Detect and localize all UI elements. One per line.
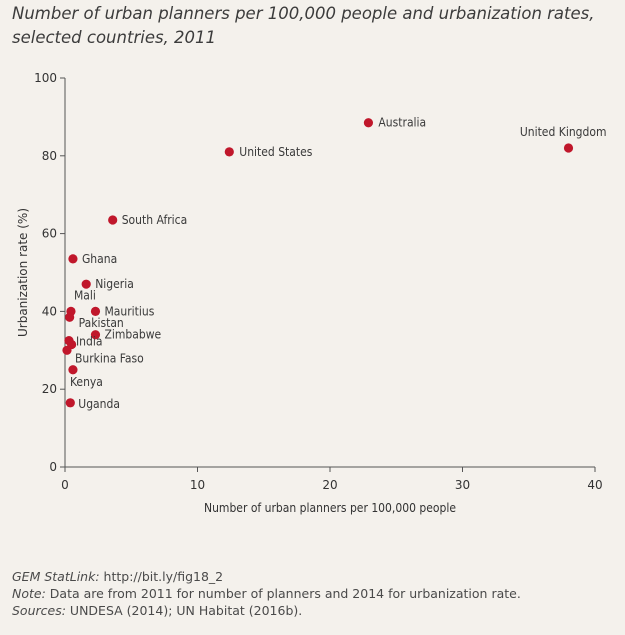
x-axis-label: Number of urban planners per 100,000 peo… [204,501,456,515]
chart-title-line-2: selected countries, 2011 [12,28,217,47]
y-tick-label: 20 [42,382,57,396]
data-label: United States [239,145,312,159]
data-point [224,147,234,157]
note-text: Data are from 2011 for number of planner… [49,586,521,601]
sources-row: Sources: UNDESA (2014); UN Habitat (2016… [12,602,612,619]
sources-label: Sources: [12,603,66,618]
data-label: United Kingdom [520,125,607,139]
x-tick-label: 10 [190,478,205,492]
statlink-url[interactable]: http://bit.ly/fig18_2 [103,569,224,584]
y-tick-label: 60 [42,227,57,241]
y-tick-label: 100 [34,71,57,85]
data-point [68,365,78,375]
data-point [90,306,101,316]
chart-title-line-1: Number of urban planners per 100,000 peo… [12,4,595,23]
sources-text: UNDESA (2014); UN Habitat (2016b). [69,603,303,618]
y-tick-label: 40 [42,304,57,318]
data-label: Mauritius [104,304,154,318]
data-label: South Africa [122,213,188,227]
note-label: Note: [12,586,46,601]
data-point [90,330,101,340]
data-point [62,345,72,355]
x-tick-label: 40 [587,478,602,492]
data-label: Pakistan [79,316,124,330]
data-label: Zimbabwe [104,328,161,342]
data-point [563,143,574,153]
data-label: India [76,335,103,349]
data-point [81,279,91,289]
y-tick-label: 80 [42,149,57,163]
x-tick-label: 0 [61,478,69,492]
data-point [65,312,75,322]
chart-footer: GEM StatLink: http://bit.ly/fig18_2 Note… [12,568,612,619]
scatter-chart: 0 20 40 60 80 100 0 10 20 30 40 Number of urban pla… [16,71,607,515]
x-tick-label: 30 [455,478,470,492]
data-label: Burkina Faso [75,351,144,365]
data-point [68,254,78,264]
data-label: Ghana [82,252,117,266]
data-label: Australia [378,116,426,130]
statlink-label: GEM StatLink: [12,569,100,584]
data-point [65,398,75,408]
chart-title: Number of urban planners per 100,000 peo… [12,2,612,50]
y-tick-label: 0 [49,460,57,474]
data-point [363,118,374,128]
data-label: Uganda [78,397,120,411]
statlink-row: GEM StatLink: http://bit.ly/fig18_2 [12,568,612,585]
data-point [108,215,118,225]
data-label: Nigeria [95,277,134,291]
note-row: Note: Data are from 2011 for number of p… [12,585,612,602]
x-tick-label: 20 [322,478,337,492]
data-label: Kenya [70,375,103,389]
y-axis-label: Urbanization rate (%) [16,208,30,337]
data-label: Mali [74,288,96,302]
